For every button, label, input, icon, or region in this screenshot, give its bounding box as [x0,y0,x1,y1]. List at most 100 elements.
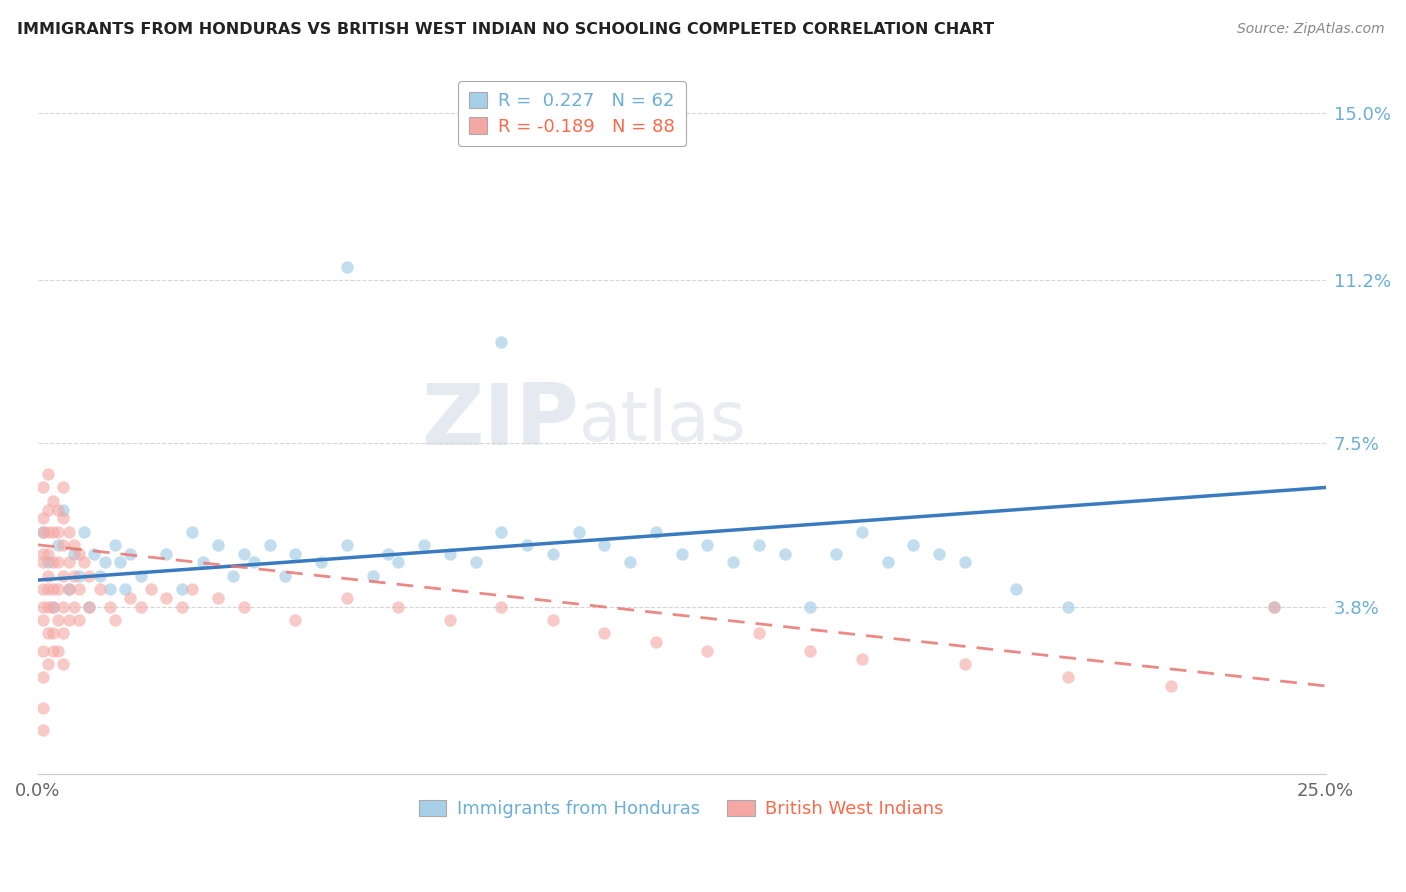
Point [58,524,80,539]
Point [37,502,59,516]
Point [491,524,513,539]
Point [104,538,127,552]
Point [104,613,127,627]
Point [37,582,59,596]
Point [31,524,53,539]
Point [377,547,399,561]
Point [191,556,214,570]
Point [120,591,142,605]
Point [31,670,53,684]
Point [1057,670,1080,684]
Point [284,613,307,627]
Point [46,643,69,657]
Point [155,547,177,561]
Point [129,568,152,582]
Point [52,626,75,640]
Point [52,538,75,552]
Point [387,599,409,614]
Point [876,556,898,570]
Point [46,524,69,539]
Point [274,568,297,582]
Point [491,334,513,349]
Point [541,613,564,627]
Point [671,547,693,561]
Point [721,556,744,570]
Point [170,582,193,596]
Point [52,502,75,516]
Point [42,599,65,614]
Point [851,652,873,666]
Point [46,538,69,552]
Point [52,657,75,671]
Point [37,626,59,640]
Point [37,657,59,671]
Point [181,582,204,596]
Point [696,643,718,657]
Point [1005,582,1028,596]
Point [31,643,53,657]
Point [98,582,121,596]
Point [89,582,111,596]
Text: IMMIGRANTS FROM HONDURAS VS BRITISH WEST INDIAN NO SCHOOLING COMPLETED CORRELATI: IMMIGRANTS FROM HONDURAS VS BRITISH WEST… [17,22,994,37]
Point [52,480,75,494]
Point [42,556,65,570]
Point [46,613,69,627]
Point [62,599,84,614]
Point [37,556,59,570]
Point [336,591,359,605]
Point [953,657,976,671]
Point [222,568,245,582]
Point [58,582,80,596]
Point [46,502,69,516]
Point [31,511,53,525]
Point [31,524,53,539]
Point [52,568,75,582]
Point [413,538,436,552]
Point [77,568,100,582]
Point [46,556,69,570]
Point [77,599,100,614]
Point [37,599,59,614]
Point [516,538,538,552]
Point [953,556,976,570]
Point [31,599,53,614]
Point [31,582,53,596]
Point [58,613,80,627]
Point [593,538,616,552]
Point [155,591,177,605]
Point [67,568,90,582]
Point [773,547,796,561]
Point [37,568,59,582]
Text: atlas: atlas [579,388,747,455]
Point [98,599,121,614]
Point [259,538,281,552]
Point [361,568,384,582]
Point [232,599,254,614]
Point [62,547,84,561]
Point [73,524,96,539]
Point [243,556,266,570]
Point [31,723,53,737]
Text: ZIP: ZIP [420,380,579,463]
Point [644,524,666,539]
Point [207,591,229,605]
Point [439,613,461,627]
Point [67,613,90,627]
Point [619,556,641,570]
Point [825,547,848,561]
Point [207,538,229,552]
Point [37,524,59,539]
Point [120,547,142,561]
Point [83,547,105,561]
Point [42,626,65,640]
Point [799,599,821,614]
Point [31,556,53,570]
Point [58,556,80,570]
Point [336,538,359,552]
Point [232,547,254,561]
Point [31,613,53,627]
Point [77,599,100,614]
Point [799,643,821,657]
Point [89,568,111,582]
Point [284,547,307,561]
